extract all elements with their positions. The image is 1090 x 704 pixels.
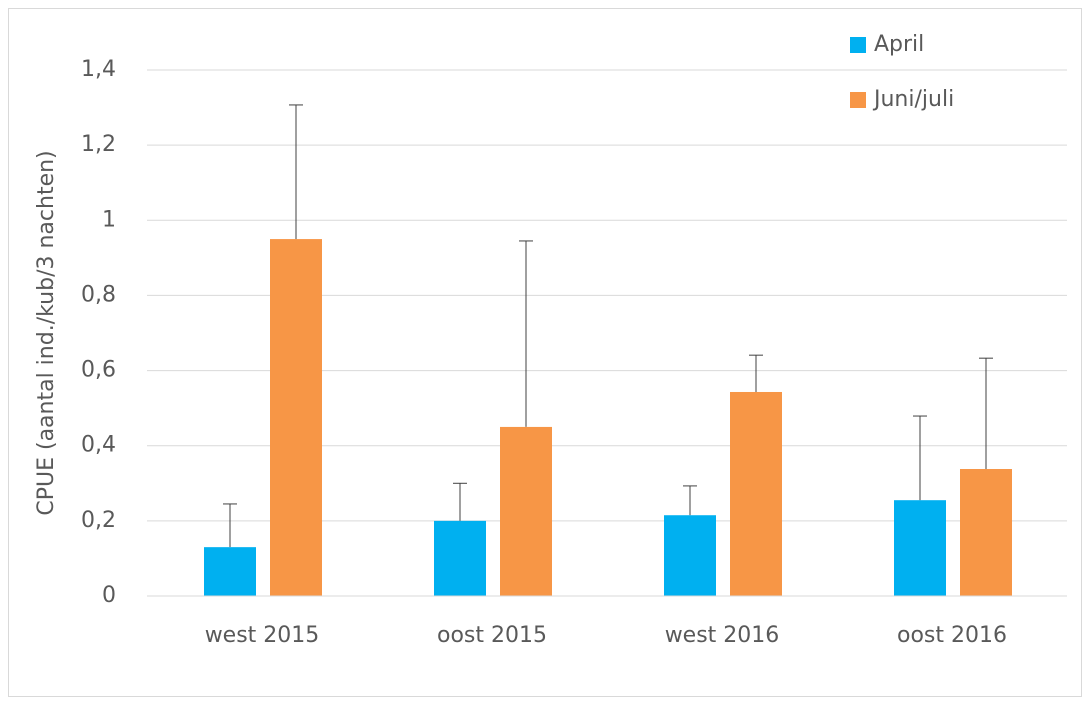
y-tick-label: 1,4 [81,57,116,82]
bar [664,515,716,596]
bar [270,239,322,597]
y-tick-label: 0,2 [81,508,116,533]
y-axis-label: CPUE (aantal ind./kub/3 nachten) [34,150,59,515]
legend-label: Juni/juli [872,87,954,112]
legend-swatch [850,37,866,53]
x-tick-label: oost 2015 [437,623,547,648]
bar [434,520,486,596]
bar [204,547,256,596]
legend-swatch [850,92,866,108]
bar [500,426,552,596]
x-tick-label: west 2016 [665,623,780,648]
y-tick-label: 0 [102,583,116,608]
y-tick-label: 1 [102,207,116,232]
y-tick-label: 0,8 [81,282,116,307]
bar [730,391,782,596]
bar [894,500,946,596]
y-tick-label: 0,4 [81,433,116,458]
y-tick-label: 0,6 [81,358,116,383]
legend-label: April [874,32,924,57]
y-tick-label: 1,2 [81,132,116,157]
x-tick-label: west 2015 [205,623,320,648]
x-tick-label: oost 2016 [897,623,1007,648]
bar [960,469,1012,596]
